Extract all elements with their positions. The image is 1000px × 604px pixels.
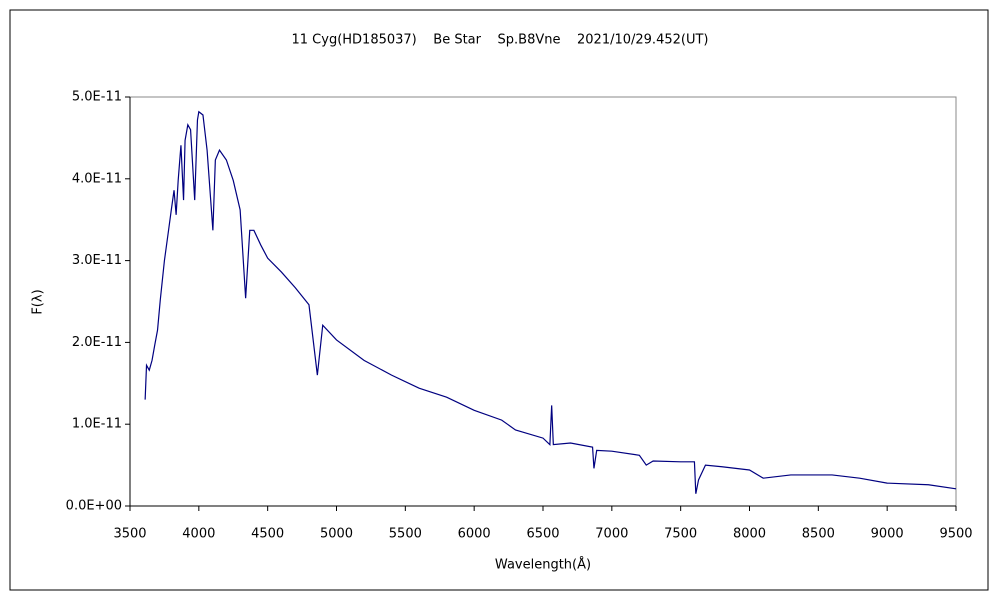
y-tick-label: 0.0E+00 [66, 499, 122, 514]
y-tick-label: 2.0E-11 [72, 335, 122, 350]
x-tick-label: 7500 [664, 527, 697, 542]
x-axis-label: Wavelength(Å) [495, 557, 591, 573]
x-tick-label: 9500 [939, 527, 972, 542]
x-tick-label: 7000 [595, 527, 628, 542]
spectrum-line [144, 110, 957, 494]
y-axis-label: F(λ) [31, 289, 46, 314]
x-tick-label: 5000 [320, 527, 353, 542]
x-tick-label: 4500 [251, 527, 284, 542]
x-tick-label: 6000 [458, 527, 491, 542]
x-tick-label: 4000 [182, 527, 215, 542]
x-tick-label: 8000 [733, 527, 766, 542]
y-tick-label: 1.0E-11 [72, 417, 122, 432]
chart-title: 11 Cyg(HD185037) Be Star Sp.B8Vne 2021/1… [292, 33, 709, 48]
x-tick-label: 8500 [802, 527, 835, 542]
x-tick-label: 3500 [113, 527, 146, 542]
y-tick-label: 5.0E-11 [72, 90, 122, 105]
y-tick-label: 3.0E-11 [72, 253, 122, 268]
x-tick-label: 5500 [389, 527, 422, 542]
x-tick-label: 9000 [871, 527, 904, 542]
x-tick-label: 6500 [526, 527, 559, 542]
plot-frame [129, 96, 957, 507]
y-tick-label: 4.0E-11 [72, 171, 122, 186]
